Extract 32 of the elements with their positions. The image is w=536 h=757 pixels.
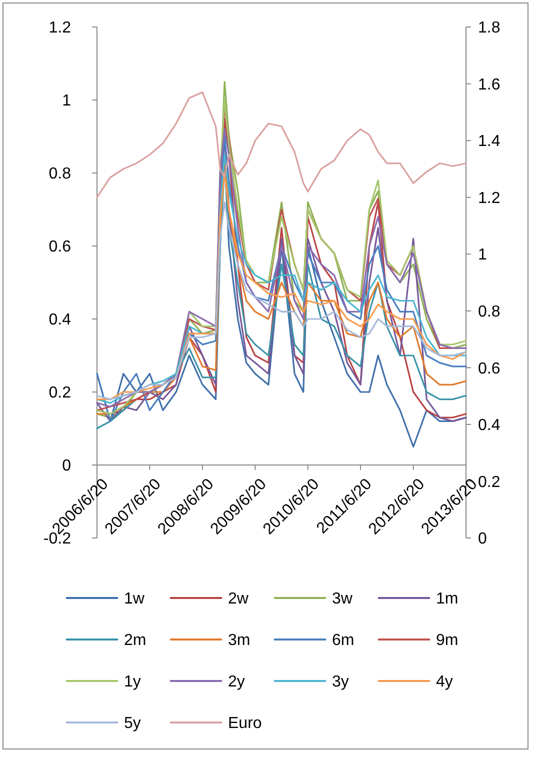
legend-label: 1y — [124, 674, 141, 691]
y-tick-label: -0.2 — [43, 530, 72, 548]
y2-tick-label: 1.6 — [478, 76, 500, 94]
y2-tick-label: 0.2 — [478, 474, 500, 491]
legend-label: 1m — [436, 590, 458, 608]
legend-label: 3w — [332, 590, 353, 608]
legend-label: 9m — [436, 632, 458, 650]
y2-tick-label: 1.4 — [478, 133, 500, 150]
y-tick-label: 0 — [62, 458, 72, 475]
y-tick-label: 0.6 — [48, 238, 72, 256]
legend-label: 2w — [228, 590, 249, 608]
legend-label: 3y — [332, 674, 349, 691]
y2-tick-label: 0 — [478, 530, 487, 548]
y-tick-label: 0.2 — [48, 384, 72, 402]
y2-tick-label: 0.6 — [478, 360, 500, 378]
y2-tick-label: 1.8 — [478, 20, 500, 37]
y-tick-label: 1.2 — [48, 20, 72, 37]
y2-tick-label: 1.2 — [478, 190, 500, 207]
legend-label: 5y — [124, 715, 141, 732]
legend-label: 3m — [228, 632, 250, 650]
legend-label: Euro — [228, 715, 262, 732]
y-tick-label: 0.4 — [48, 312, 72, 329]
legend-label: 2m — [124, 632, 146, 650]
legend-label: 2y — [228, 674, 245, 691]
y-tick-label: 0.8 — [48, 166, 72, 183]
legend-label: 1w — [124, 590, 145, 608]
legend-label: 4y — [436, 674, 453, 691]
y2-tick-label: 0.8 — [478, 303, 500, 320]
y-tick-label: 1 — [62, 92, 72, 110]
legend-label: 6m — [332, 632, 354, 650]
y2-tick-label: 0.4 — [478, 417, 500, 434]
y2-tick-label: 1 — [478, 246, 487, 264]
